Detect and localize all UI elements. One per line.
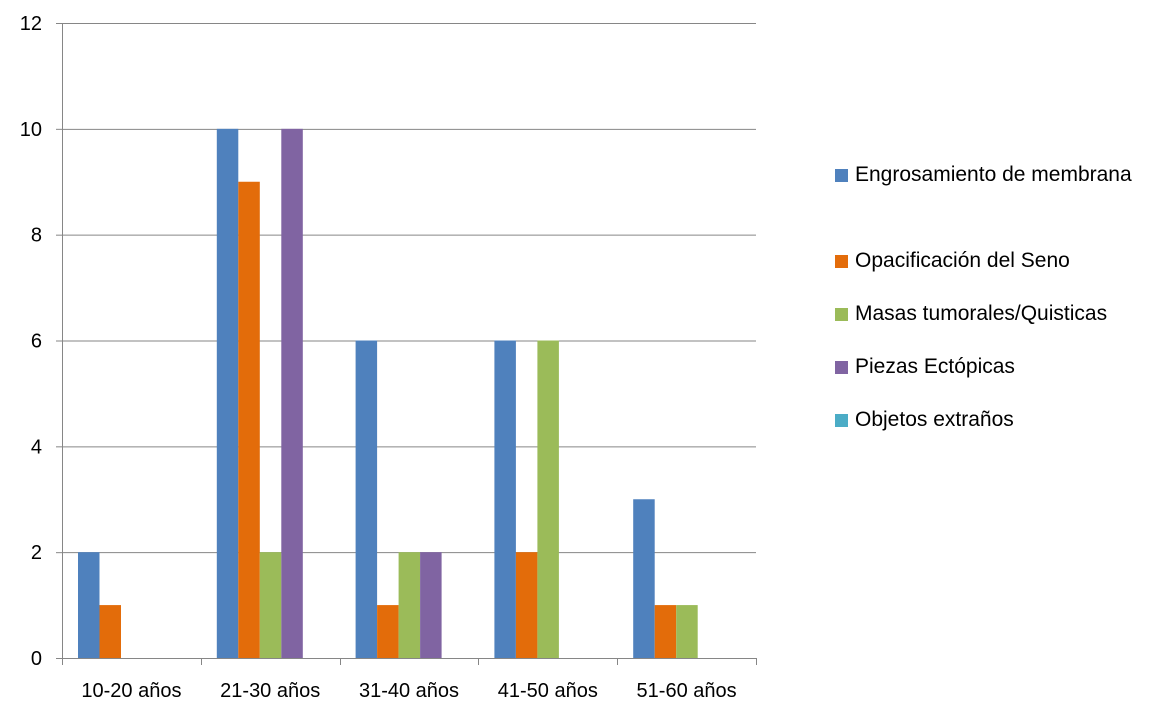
- legend-swatch: [835, 414, 848, 427]
- legend-item: Objetos extraños: [835, 403, 1165, 456]
- y-tick-label: 4: [31, 436, 42, 458]
- y-tick-label: 2: [31, 542, 42, 564]
- bar: [99, 605, 121, 658]
- legend-label: Piezas Ectópicas: [855, 355, 1015, 378]
- bar: [654, 605, 677, 658]
- y-tick-label: 8: [31, 225, 42, 247]
- x-tick-label: 41-50 años: [498, 680, 598, 702]
- legend: Engrosamiento de membrana Opacificación …: [835, 158, 1165, 456]
- y-tick-label: 6: [31, 331, 42, 353]
- y-tick-labels: 0 2 4 6 8 10 12: [20, 13, 42, 670]
- legend-item: Masas tumorales/Quisticas: [835, 297, 1165, 350]
- legend-item: Piezas Ectópicas: [835, 350, 1165, 403]
- x-tick-labels: 10-20 años 21-30 años 31-40 años 41-50 años…: [81, 680, 736, 702]
- legend-swatch: [835, 255, 848, 268]
- legend-label: Engrosamiento de membrana: [855, 163, 1132, 186]
- legend-item: Opacificación del Seno: [835, 244, 1165, 297]
- y-tick-label: 10: [20, 119, 42, 141]
- legend-swatch: [835, 361, 848, 374]
- x-tick-label: 10-20 años: [81, 680, 181, 702]
- bar: [216, 128, 239, 659]
- bar: [398, 552, 421, 658]
- y-tick-label: 0: [31, 648, 42, 670]
- axes: [62, 23, 757, 665]
- bar: [420, 552, 442, 658]
- gridlines: [56, 23, 756, 659]
- bar: [78, 552, 100, 658]
- legend-label: Masas tumorales/Quisticas: [855, 302, 1108, 325]
- legend-label: Opacificación del Seno: [855, 249, 1070, 272]
- bar: [259, 552, 282, 658]
- bar: [515, 552, 538, 658]
- bars: [78, 128, 698, 659]
- bar: [281, 128, 303, 659]
- y-tick-label: 12: [20, 13, 42, 35]
- bar: [494, 340, 516, 658]
- bar: [537, 340, 559, 658]
- bar: [355, 340, 378, 658]
- bar: [377, 605, 399, 658]
- legend-item: Engrosamiento de membrana: [835, 158, 1165, 244]
- bar: [676, 605, 698, 658]
- legend-swatch: [835, 308, 848, 321]
- x-tick-label: 21-30 años: [220, 680, 320, 702]
- legend-label: Objetos extraños: [855, 408, 1014, 431]
- legend-swatch: [835, 169, 848, 182]
- x-tick-label: 31-40 años: [359, 680, 459, 702]
- bar: [238, 181, 260, 658]
- x-tick-label: 51-60 años: [637, 680, 737, 702]
- bar: [633, 499, 655, 658]
